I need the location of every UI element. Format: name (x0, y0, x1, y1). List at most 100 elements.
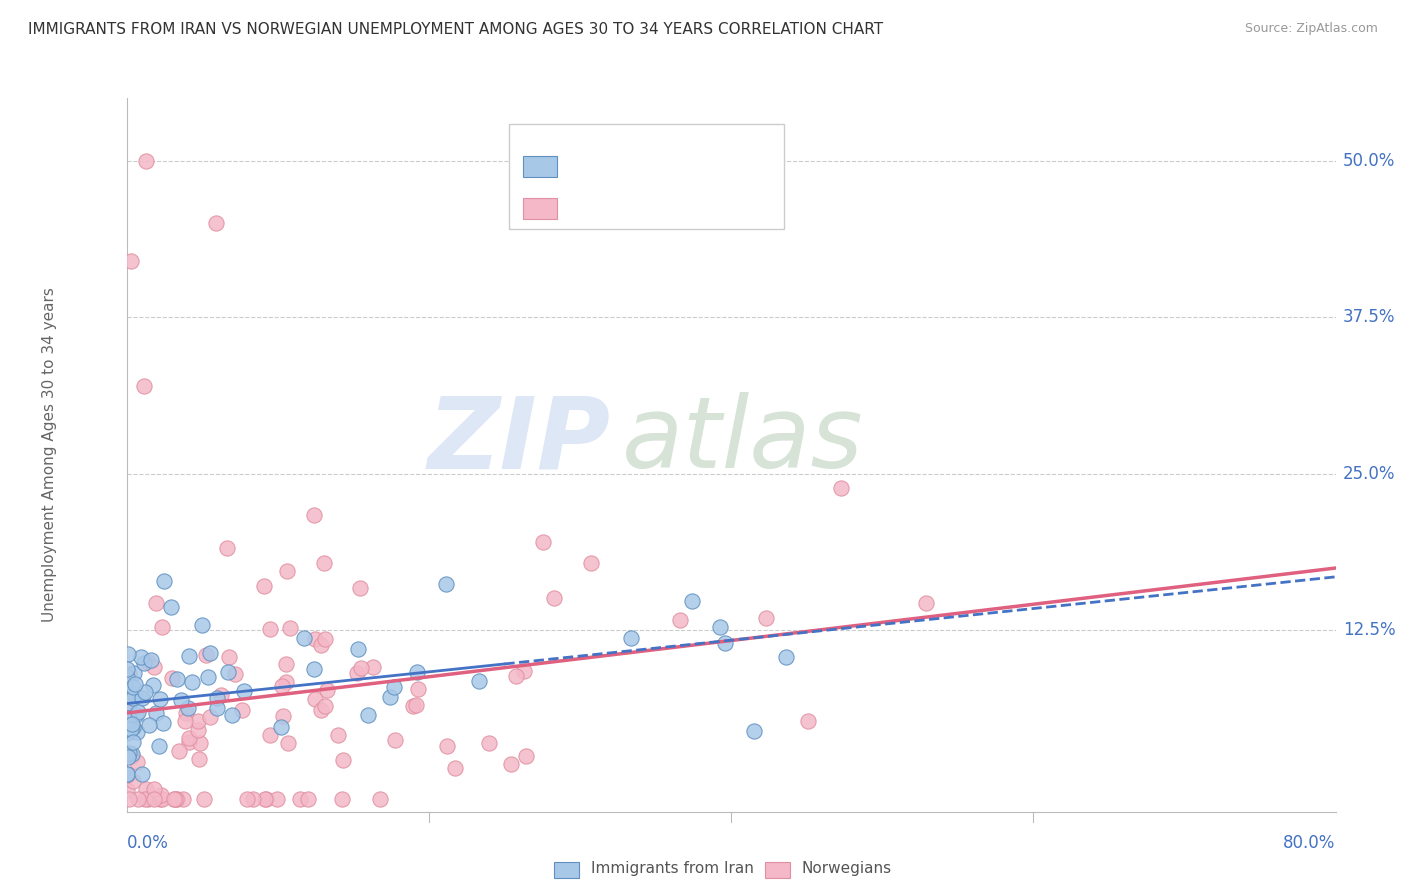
Point (744, 723, 766, 738)
Point (270, 720, 292, 734)
Point (235, 792, 257, 806)
Point (136, 792, 159, 806)
Point (401, 698, 423, 713)
Point (276, 657, 298, 671)
Point (277, 736, 299, 750)
Point (231, 703, 253, 717)
Point (166, 673, 188, 687)
Point (118, 746, 141, 760)
Point (120, 253, 142, 268)
Point (122, 735, 145, 749)
Point (187, 723, 209, 737)
Text: Immigrants from Iran: Immigrants from Iran (591, 862, 754, 876)
Point (714, 636, 737, 650)
Point (143, 782, 166, 797)
Text: 25.0%: 25.0% (1343, 465, 1395, 483)
Point (221, 708, 243, 723)
Point (145, 596, 167, 610)
Point (139, 653, 162, 667)
Point (193, 792, 215, 806)
Point (304, 632, 326, 646)
Point (159, 600, 181, 615)
Point (207, 691, 229, 706)
Text: atlas: atlas (623, 392, 863, 489)
Point (150, 792, 173, 806)
Point (332, 792, 354, 806)
Point (125, 708, 148, 723)
Point (115, 767, 138, 781)
Point (531, 535, 554, 549)
Point (115, 712, 138, 726)
Point (179, 731, 201, 746)
Point (292, 631, 315, 645)
Point (443, 761, 465, 775)
Text: 80.0%: 80.0% (1284, 834, 1336, 852)
Point (254, 792, 277, 806)
Point (188, 752, 211, 766)
Point (209, 688, 232, 702)
Point (197, 670, 219, 684)
Point (499, 757, 522, 772)
Text: 50.0%: 50.0% (1343, 152, 1395, 169)
Text: 0.0%: 0.0% (127, 834, 169, 852)
Point (270, 679, 292, 693)
Point (368, 792, 391, 806)
Point (668, 613, 690, 627)
Point (232, 684, 254, 698)
Point (436, 739, 458, 753)
Point (145, 706, 167, 721)
Point (478, 736, 501, 750)
Text: 12.5%: 12.5% (1343, 621, 1395, 640)
Point (121, 747, 143, 761)
Text: IMMIGRANTS FROM IRAN VS NORWEGIAN UNEMPLOYMENT AMONG AGES 30 TO 34 YEARS CORRELA: IMMIGRANTS FROM IRAN VS NORWEGIAN UNEMPL… (28, 22, 883, 37)
Point (914, 596, 936, 610)
Point (309, 703, 332, 717)
Point (142, 792, 165, 806)
Point (169, 744, 191, 758)
Point (191, 618, 214, 632)
Point (326, 728, 349, 742)
Text: Unemployment Among Ages 30 to 34 years: Unemployment Among Ages 30 to 34 years (42, 287, 56, 623)
Text: Norwegians: Norwegians (801, 862, 891, 876)
Point (132, 379, 155, 393)
Point (142, 678, 165, 692)
Point (215, 541, 238, 555)
Point (152, 715, 174, 730)
Point (259, 727, 281, 741)
Point (253, 579, 276, 593)
Point (515, 748, 537, 763)
Point (205, 701, 228, 715)
Point (121, 720, 143, 734)
Point (179, 648, 201, 663)
Point (513, 664, 536, 678)
Point (163, 792, 186, 806)
Point (172, 792, 194, 806)
Point (217, 665, 239, 679)
Point (135, 153, 157, 168)
Point (278, 621, 301, 635)
Point (134, 792, 156, 806)
Point (121, 722, 143, 736)
Point (543, 591, 565, 605)
Point (124, 677, 146, 691)
Point (166, 792, 188, 806)
Point (131, 691, 153, 706)
Point (170, 693, 193, 707)
Point (129, 650, 152, 665)
Text: Source: ZipAtlas.com: Source: ZipAtlas.com (1244, 22, 1378, 36)
Point (314, 699, 336, 714)
Point (224, 667, 246, 681)
Point (187, 714, 209, 728)
Point (434, 577, 457, 591)
Point (131, 767, 153, 781)
Point (115, 747, 138, 761)
Point (121, 717, 143, 731)
Point (384, 732, 406, 747)
Point (135, 781, 157, 796)
Point (620, 632, 643, 646)
Point (165, 792, 187, 806)
Point (468, 673, 491, 688)
Point (408, 681, 430, 696)
Point (163, 792, 186, 806)
Text: R = 0.097   N =  69: R = 0.097 N = 69 (564, 147, 721, 162)
